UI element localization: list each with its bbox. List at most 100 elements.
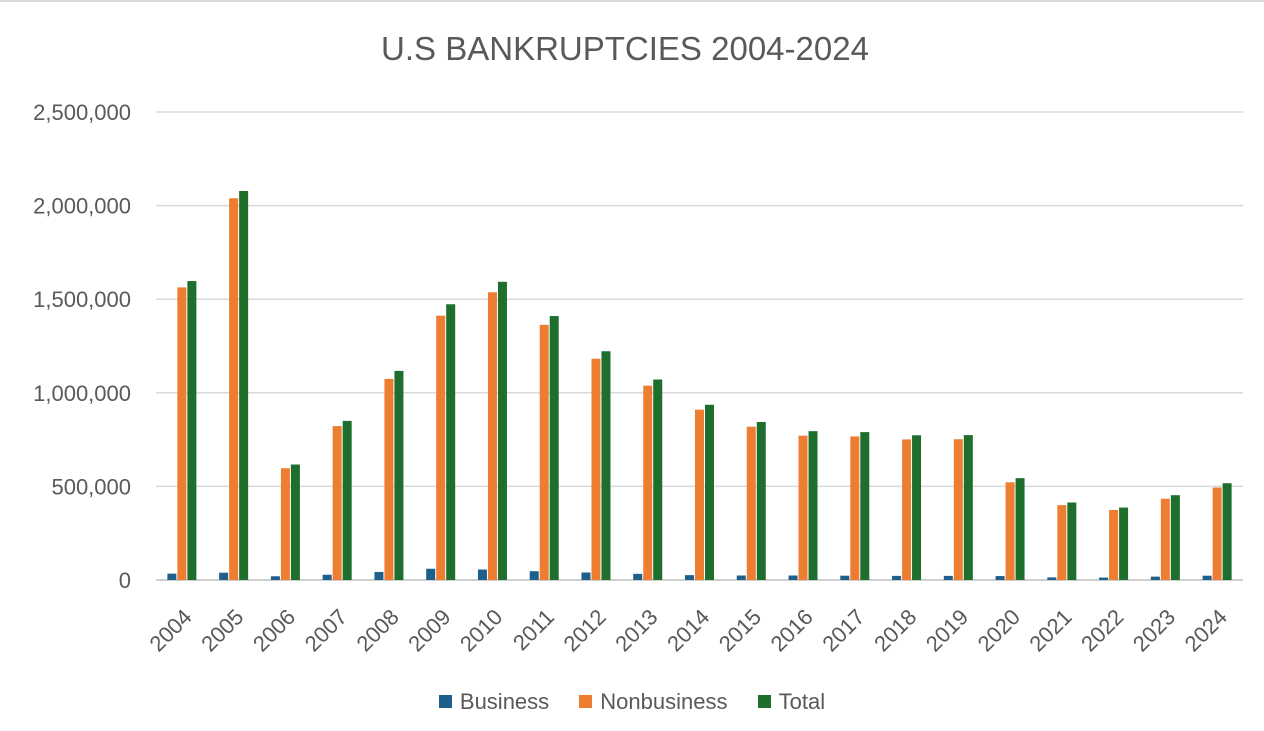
bar-total-2012	[601, 351, 611, 580]
bar-business-2008	[374, 571, 384, 580]
bar-business-2019	[943, 575, 953, 580]
bar-business-2021	[1047, 577, 1057, 580]
bar-business-2020	[995, 576, 1005, 580]
legend-item-business: Business	[438, 688, 550, 715]
bar-nonbusiness-2010	[487, 292, 497, 580]
bar-total-2005	[239, 190, 249, 580]
bar-total-2017	[860, 432, 870, 580]
bar-nonbusiness-2005	[229, 198, 239, 580]
bar-total-2019	[963, 435, 973, 580]
x-tick-label: 2018	[869, 604, 921, 656]
bar-total-2023	[1170, 495, 1180, 580]
bar-nonbusiness-2023	[1160, 498, 1170, 580]
y-tick-label: 500,000	[51, 474, 131, 499]
bar-business-2023	[1150, 576, 1160, 580]
bar-nonbusiness-2021	[1057, 505, 1067, 580]
bar-total-2014	[705, 404, 714, 580]
bar-total-2024	[1222, 483, 1232, 580]
bar-nonbusiness-2013	[643, 385, 653, 580]
legend-item-total: Total	[757, 688, 826, 715]
bar-nonbusiness-2024	[1212, 487, 1222, 580]
bar-total-2016	[808, 431, 818, 580]
x-tick-label: 2006	[248, 604, 300, 656]
bar-nonbusiness-2014	[695, 409, 704, 580]
bar-business-2013	[633, 573, 643, 580]
bar-nonbusiness-2004	[177, 287, 187, 580]
bar-nonbusiness-2011	[539, 324, 549, 580]
legend-label-nonbusiness: Nonbusiness	[600, 688, 728, 714]
legend: Business Nonbusiness Total	[0, 688, 1264, 715]
x-tick-label: 2013	[610, 604, 662, 656]
bar-nonbusiness-2017	[850, 436, 860, 580]
x-tick-label: 2012	[559, 604, 611, 656]
y-tick-label: 1,000,000	[33, 381, 131, 406]
bar-business-2009	[426, 568, 436, 580]
bar-nonbusiness-2019	[953, 439, 963, 580]
bar-total-2006	[290, 464, 300, 580]
y-tick-label: 2,000,000	[33, 194, 131, 219]
x-tick-label: 2014	[662, 604, 714, 656]
x-tick-label: 2023	[1128, 604, 1180, 656]
legend-label-business: Business	[459, 688, 550, 714]
bar-business-2004	[167, 573, 177, 580]
bar-business-2012	[581, 572, 591, 580]
bar-nonbusiness-2006	[280, 468, 290, 580]
legend-item-nonbusiness: Nonbusiness	[579, 689, 727, 715]
bar-nonbusiness-2012	[591, 358, 601, 580]
x-tick-label: 2019	[921, 604, 973, 656]
bar-total-2021	[1067, 502, 1077, 580]
x-tick-label: 2005	[196, 604, 248, 656]
x-tick-label: 2016	[766, 604, 818, 656]
bar-total-2010	[497, 281, 507, 580]
bar-total-2015	[756, 422, 766, 580]
chart-title: U.S BANKRUPTCIES 2004-2024	[381, 30, 869, 67]
bar-business-2011	[529, 571, 539, 580]
x-tick-label: 2017	[817, 604, 869, 656]
x-tick-label: 2010	[455, 604, 507, 656]
x-tick-label: 2024	[1180, 604, 1232, 656]
legend-label-total: Total	[778, 688, 826, 714]
x-tick-label: 2008	[351, 604, 403, 656]
bar-nonbusiness-2007	[332, 426, 342, 580]
legend-swatch-total	[757, 695, 771, 708]
y-tick-label: 2,500,000	[33, 100, 131, 125]
x-tick-label: 2021	[1024, 604, 1076, 656]
bar-business-2018	[892, 575, 902, 580]
bar-total-2018	[912, 435, 922, 580]
x-tick-label: 2022	[1076, 604, 1128, 656]
x-tick-label: 2009	[403, 604, 455, 656]
bar-total-2008	[394, 370, 404, 580]
y-tick-label: 1,500,000	[33, 287, 131, 312]
bar-nonbusiness-2020	[1005, 482, 1015, 580]
bar-total-2020	[1015, 478, 1025, 580]
bar-total-2009	[446, 304, 456, 580]
bar-business-2007	[322, 574, 332, 580]
legend-swatch-nonbusiness	[579, 695, 593, 708]
bar-business-2016	[788, 575, 798, 580]
x-tick-label: 2011	[508, 604, 559, 655]
bar-nonbusiness-2008	[384, 378, 394, 580]
bar-nonbusiness-2009	[436, 315, 446, 580]
bar-business-2017	[840, 575, 850, 580]
bar-total-2022	[1119, 507, 1129, 580]
legend-swatch-business	[438, 695, 452, 708]
x-tick-label: 2004	[144, 604, 196, 656]
bar-nonbusiness-2016	[798, 435, 808, 580]
bar-business-2010	[477, 569, 487, 580]
bar-total-2013	[653, 379, 663, 580]
x-tick-label: 2020	[973, 604, 1025, 656]
bar-business-2006	[270, 576, 280, 580]
bar-total-2004	[187, 281, 197, 580]
y-tick-label: 0	[119, 568, 131, 593]
bar-business-2015	[736, 575, 746, 580]
bar-nonbusiness-2015	[746, 426, 756, 580]
bar-business-2022	[1099, 577, 1109, 580]
x-tick-label: 2015	[714, 604, 766, 656]
bar-business-2005	[219, 572, 229, 580]
bar-nonbusiness-2018	[902, 439, 912, 580]
x-tick-label: 2007	[300, 604, 352, 656]
bar-business-2014	[685, 575, 694, 580]
bar-total-2007	[342, 420, 352, 580]
